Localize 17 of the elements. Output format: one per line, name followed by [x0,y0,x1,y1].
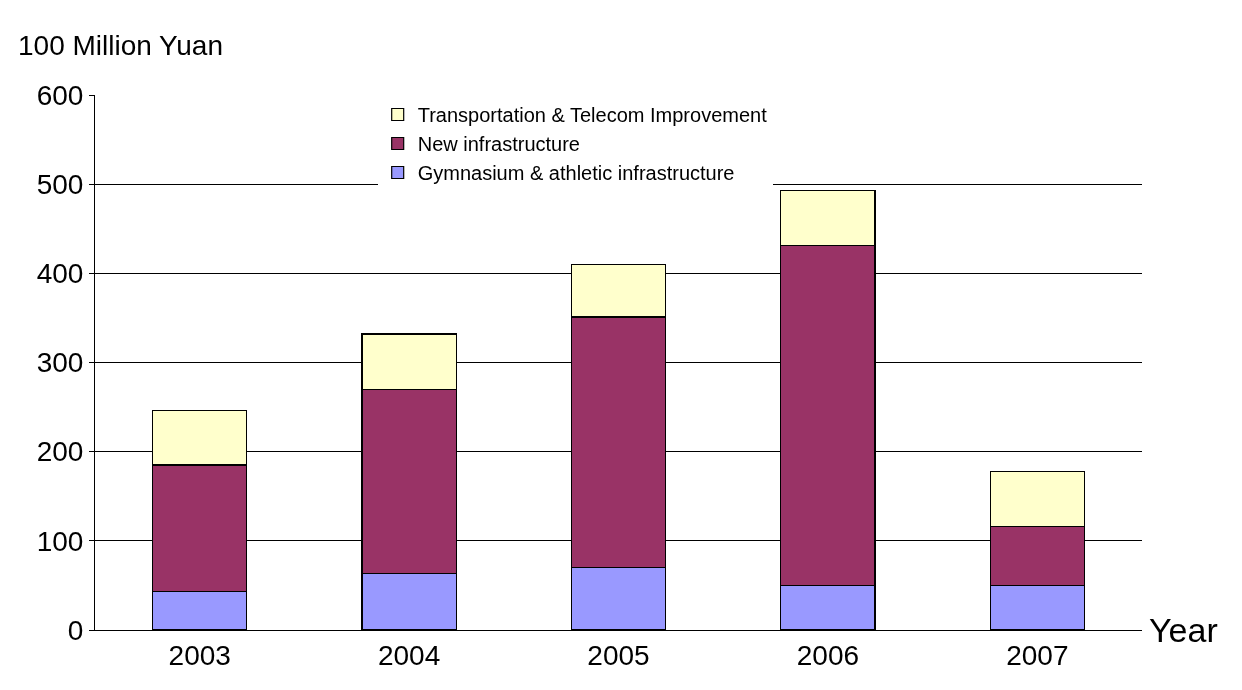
x-tick-label: 2005 [587,639,650,671]
y-tick-label: 500 [36,168,84,200]
legend-label: New infrastructure [417,133,580,156]
legend-label: Transportation & Telecom Improvement [417,104,768,127]
legend-label: Gymnasium & athletic infrastructure [417,162,735,185]
x-tick-label: 2007 [1006,639,1069,671]
x-tick-label: 2006 [796,639,860,671]
y-tick-label: 400 [36,258,84,290]
x-tick-label: 2004 [377,639,441,671]
x-tick-label: 2003 [168,639,231,671]
y-tick-label: 600 [36,79,84,111]
y-tick-label: 300 [36,347,84,379]
y-tick-label: 100 [36,525,84,557]
y-tick-label: 0 [67,614,84,646]
x-axis-title: Year [1149,611,1218,649]
y-axis-title: 100 Million Yuan [18,30,223,61]
y-tick-label: 200 [36,436,84,468]
